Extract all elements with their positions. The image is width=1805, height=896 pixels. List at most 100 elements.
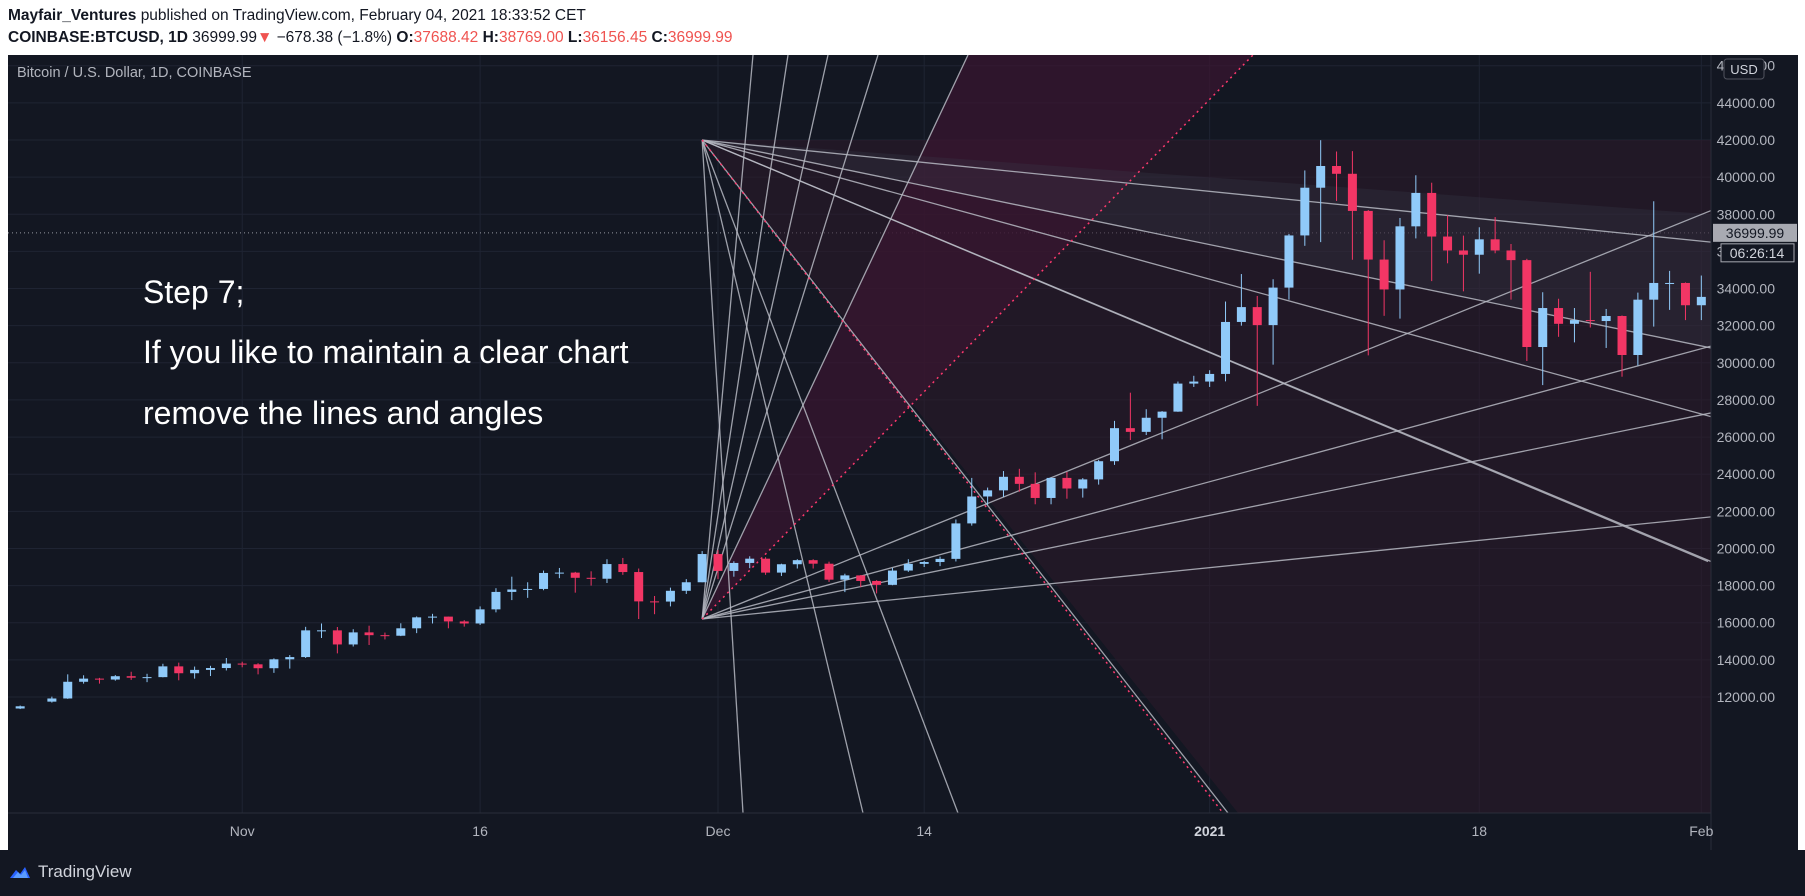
candle[interactable]: [856, 575, 866, 588]
gann-drawings[interactable]: [701, 55, 1711, 813]
candle[interactable]: [1268, 279, 1278, 365]
candle[interactable]: [396, 623, 406, 637]
candle[interactable]: [1046, 477, 1056, 505]
candle[interactable]: [1332, 151, 1342, 201]
candle[interactable]: [1030, 472, 1040, 505]
candle[interactable]: [1316, 140, 1326, 243]
candle[interactable]: [47, 696, 57, 703]
candle[interactable]: [94, 677, 104, 684]
candle[interactable]: [1585, 271, 1595, 328]
candle[interactable]: [237, 661, 247, 668]
candle[interactable]: [1347, 151, 1357, 260]
candle[interactable]: [983, 487, 993, 505]
candle[interactable]: [539, 570, 549, 591]
candle[interactable]: [1062, 471, 1072, 499]
candle[interactable]: [998, 471, 1008, 498]
gann-fan-line[interactable]: [701, 345, 1711, 620]
candle[interactable]: [967, 477, 977, 526]
gann-fan-line[interactable]: [702, 412, 1711, 620]
candle[interactable]: [1680, 282, 1690, 321]
candle[interactable]: [142, 673, 152, 683]
candle[interactable]: [205, 665, 215, 677]
candle[interactable]: [380, 632, 390, 640]
gann-fan-line[interactable]: [702, 516, 1711, 620]
candle[interactable]: [713, 549, 723, 580]
candle[interactable]: [1110, 420, 1119, 465]
candle[interactable]: [301, 626, 311, 659]
tradingview-logo[interactable]: TradingView: [8, 862, 132, 882]
author-name[interactable]: Mayfair_Ventures: [8, 7, 137, 24]
candle[interactable]: [491, 588, 501, 613]
candle[interactable]: [681, 579, 691, 594]
candle[interactable]: [1490, 217, 1500, 254]
candle[interactable]: [554, 567, 564, 579]
candle[interactable]: [1633, 292, 1643, 366]
candlestick-chart[interactable]: 12000.00 14000.00 16000.00 18000.00 20000.00…: [8, 55, 1798, 850]
candle[interactable]: [650, 595, 660, 615]
candle[interactable]: [443, 616, 453, 629]
candle[interactable]: [840, 573, 850, 593]
candle[interactable]: [1617, 315, 1627, 377]
candle[interactable]: [1458, 235, 1468, 292]
candle[interactable]: [1379, 240, 1389, 316]
candle[interactable]: [792, 559, 802, 569]
candle[interactable]: [665, 587, 675, 607]
candle[interactable]: [332, 627, 342, 654]
candle[interactable]: [618, 557, 628, 575]
candle[interactable]: [1506, 243, 1516, 300]
candle[interactable]: [285, 655, 295, 669]
candle[interactable]: [269, 658, 279, 673]
gann-fan-line[interactable]: [701, 139, 959, 813]
candle[interactable]: [317, 623, 326, 638]
candle[interactable]: [507, 576, 517, 601]
candles[interactable]: [8, 140, 1753, 724]
candle[interactable]: [951, 519, 961, 562]
gann-fan-line[interactable]: [701, 139, 1229, 813]
candle[interactable]: [903, 559, 913, 572]
candle[interactable]: [1157, 411, 1167, 440]
gann-fan-line[interactable]: [701, 55, 829, 620]
candle[interactable]: [1665, 270, 1675, 310]
candle[interactable]: [745, 556, 755, 569]
candle[interactable]: [253, 663, 263, 675]
candle[interactable]: [1141, 409, 1151, 436]
candle[interactable]: [1538, 292, 1548, 386]
candle[interactable]: [412, 616, 422, 634]
candle[interactable]: [1078, 478, 1088, 498]
candle[interactable]: [15, 705, 25, 710]
candle[interactable]: [1014, 468, 1024, 492]
gann-fan-line[interactable]: [701, 139, 1709, 563]
candle[interactable]: [475, 606, 485, 625]
candle[interactable]: [364, 625, 374, 646]
candle[interactable]: [570, 571, 580, 593]
candle[interactable]: [1300, 170, 1310, 246]
candle[interactable]: [110, 675, 120, 681]
candle[interactable]: [79, 675, 89, 684]
candle[interactable]: [1205, 370, 1215, 387]
candle[interactable]: [1173, 381, 1183, 412]
candle[interactable]: [126, 671, 136, 680]
gann-fan-line[interactable]: [701, 55, 789, 620]
candle[interactable]: [1189, 375, 1199, 387]
candle[interactable]: [1554, 298, 1564, 337]
candle[interactable]: [1363, 209, 1373, 356]
candle[interactable]: [1252, 295, 1262, 406]
time-axis[interactable]: 14Oct12Nov16Dec14202118Feb15Mar: [8, 823, 1798, 839]
gann-fan-line[interactable]: [701, 139, 864, 813]
gann-fan-line[interactable]: [701, 55, 879, 620]
candle[interactable]: [634, 568, 644, 620]
candle[interactable]: [1427, 182, 1437, 282]
candle[interactable]: [808, 559, 818, 569]
candle[interactable]: [63, 674, 73, 699]
candle[interactable]: [459, 620, 469, 627]
candle[interactable]: [935, 556, 945, 567]
candle[interactable]: [776, 563, 786, 576]
candle[interactable]: [348, 629, 358, 647]
chart-area[interactable]: 12000.00 14000.00 16000.00 18000.00 20000.00…: [8, 55, 1798, 850]
gann-fan-line[interactable]: [701, 139, 744, 813]
candle[interactable]: [697, 551, 707, 583]
candle[interactable]: [1443, 215, 1453, 264]
candle[interactable]: [190, 666, 200, 679]
candle[interactable]: [221, 658, 231, 671]
candle[interactable]: [428, 613, 438, 624]
